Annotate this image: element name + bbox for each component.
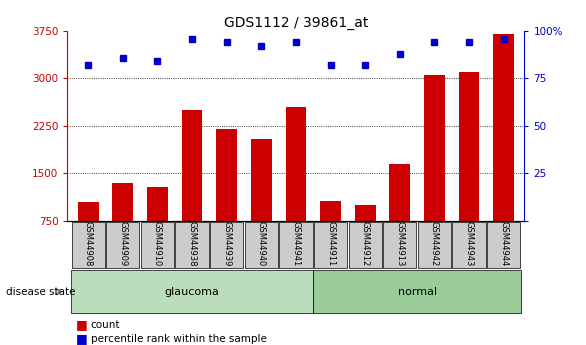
- Text: ■: ■: [76, 332, 88, 345]
- Bar: [113, 183, 133, 221]
- Text: GSM44939: GSM44939: [222, 221, 231, 267]
- FancyBboxPatch shape: [210, 222, 243, 268]
- Bar: [424, 75, 445, 221]
- FancyBboxPatch shape: [71, 222, 105, 268]
- Text: GSM44911: GSM44911: [326, 221, 335, 267]
- Bar: [78, 202, 98, 221]
- Text: GSM44938: GSM44938: [188, 221, 196, 267]
- Bar: [459, 72, 479, 221]
- Text: ■: ■: [76, 318, 88, 332]
- Text: percentile rank within the sample: percentile rank within the sample: [91, 334, 267, 344]
- FancyBboxPatch shape: [71, 270, 314, 313]
- Text: glaucoma: glaucoma: [165, 287, 220, 296]
- Text: GSM44908: GSM44908: [84, 221, 93, 267]
- Bar: [355, 205, 376, 221]
- Bar: [251, 139, 272, 221]
- FancyBboxPatch shape: [245, 222, 278, 268]
- FancyBboxPatch shape: [106, 222, 139, 268]
- FancyBboxPatch shape: [314, 270, 521, 313]
- FancyBboxPatch shape: [175, 222, 209, 268]
- FancyBboxPatch shape: [349, 222, 382, 268]
- Text: disease state: disease state: [6, 287, 76, 296]
- Text: GSM44909: GSM44909: [118, 221, 127, 267]
- Text: GSM44944: GSM44944: [499, 221, 508, 267]
- Bar: [390, 164, 410, 221]
- FancyBboxPatch shape: [280, 222, 312, 268]
- Bar: [493, 34, 514, 221]
- Text: count: count: [91, 320, 120, 330]
- Text: GSM44941: GSM44941: [291, 221, 301, 267]
- Title: GDS1112 / 39861_at: GDS1112 / 39861_at: [224, 16, 368, 30]
- FancyBboxPatch shape: [141, 222, 174, 268]
- Bar: [182, 110, 202, 221]
- FancyBboxPatch shape: [452, 222, 486, 268]
- Text: GSM44942: GSM44942: [430, 221, 439, 267]
- Text: GSM44943: GSM44943: [465, 221, 473, 267]
- Text: GSM44940: GSM44940: [257, 221, 266, 267]
- FancyBboxPatch shape: [314, 222, 347, 268]
- FancyBboxPatch shape: [383, 222, 417, 268]
- Text: GSM44913: GSM44913: [396, 221, 404, 267]
- FancyBboxPatch shape: [487, 222, 520, 268]
- Text: GSM44912: GSM44912: [361, 221, 370, 267]
- Text: GSM44910: GSM44910: [153, 221, 162, 267]
- Bar: [285, 107, 306, 221]
- FancyBboxPatch shape: [418, 222, 451, 268]
- Bar: [320, 200, 341, 221]
- Bar: [216, 129, 237, 221]
- Bar: [147, 187, 168, 221]
- Text: normal: normal: [397, 287, 437, 296]
